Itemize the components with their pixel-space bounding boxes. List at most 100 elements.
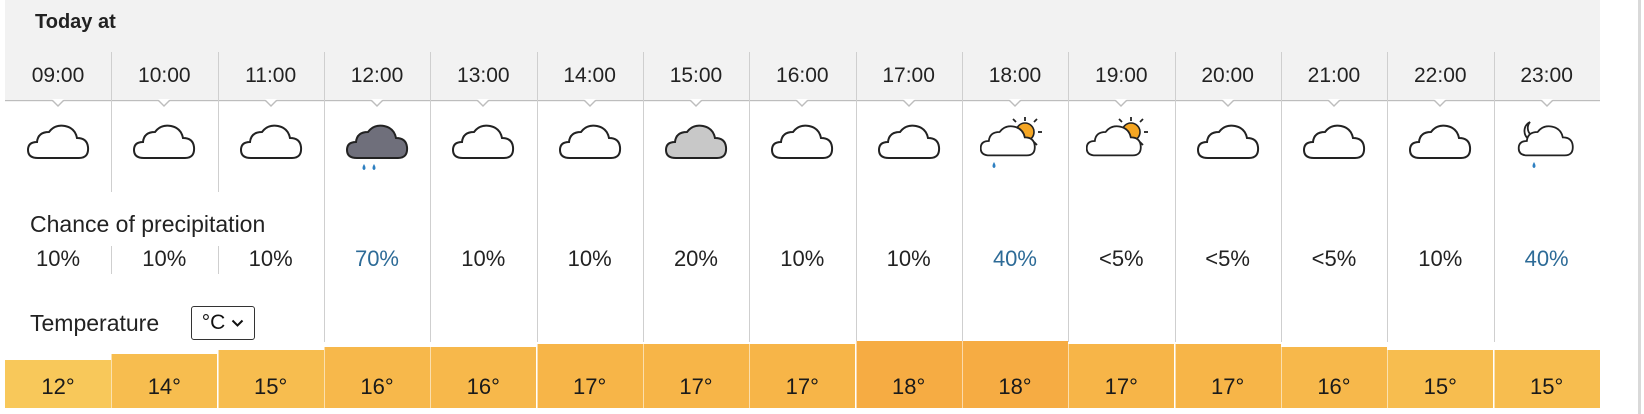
temperature-value: 15° — [1529, 374, 1564, 399]
cloud-icon — [236, 112, 306, 174]
temperature-bar: 14° — [111, 354, 218, 408]
temperature-value: 16° — [360, 374, 394, 399]
temperature-bar: 16° — [430, 347, 537, 408]
temperature-bar: 17° — [1174, 344, 1281, 408]
precipitation-value: 70% — [354, 246, 399, 271]
bar-divider — [1494, 350, 1495, 408]
precipitation-value: 40% — [1524, 246, 1569, 271]
precipitation-value: <5% — [1205, 246, 1250, 271]
temperature-value: 15° — [1423, 374, 1457, 399]
precipitation-value: 10% — [567, 246, 612, 271]
bar-divider — [1387, 350, 1388, 408]
bar-divider — [643, 344, 644, 408]
temperature-value: 14° — [147, 374, 181, 399]
column-divider — [537, 52, 538, 342]
today-at-label: Today at — [35, 11, 116, 33]
hourly-forecast-widget: Today at 09:00 10:00 11:00 12:00 13:00 14:00 1… — [5, 0, 1600, 408]
temperature-unit-select[interactable]: °C — [191, 306, 255, 340]
cloud-icon — [129, 112, 199, 174]
hour-tab[interactable]: 15:00 — [669, 64, 723, 87]
precipitation-value: 10% — [780, 246, 825, 271]
temperature-label: Temperature — [30, 310, 160, 336]
temperature-bar: 15° — [1387, 350, 1494, 408]
caret-down-icon — [689, 99, 704, 107]
hour-tab[interactable]: 12:00 — [350, 64, 404, 87]
cloud-icon — [1193, 112, 1263, 174]
temperature-bar: 15° — [217, 350, 324, 408]
hour-tab[interactable]: 11:00 — [245, 64, 297, 87]
caret-down-icon — [476, 99, 491, 107]
grey-cloud-icon — [661, 112, 731, 174]
cloud-icon — [555, 112, 625, 174]
column-divider — [1281, 52, 1282, 342]
temperature-value: 12° — [41, 374, 75, 399]
temperature-value: 18° — [891, 374, 926, 399]
scrollbar-track — [1600, 0, 1644, 414]
caret-down-icon — [1433, 99, 1448, 107]
hour-tab[interactable]: 16:00 — [776, 64, 829, 87]
bar-divider — [111, 354, 112, 408]
moon-cloud-shower-icon — [1512, 112, 1582, 174]
hour-tab[interactable]: 21:00 — [1307, 64, 1361, 87]
hour-tab[interactable]: 23:00 — [1520, 64, 1573, 87]
sun-cloud-shower-icon — [979, 112, 1050, 174]
cloud-icon — [448, 112, 518, 174]
precipitation-label: Chance of precipitation — [30, 211, 266, 237]
temperature-value: 16° — [1317, 374, 1351, 399]
bar-divider — [430, 347, 431, 408]
column-divider — [1068, 52, 1069, 342]
sun-cloud-icon — [1086, 112, 1156, 174]
caret-down-icon — [582, 99, 597, 107]
temperature-value: 16° — [466, 374, 500, 399]
column-divider — [218, 246, 219, 274]
bar-divider — [537, 344, 538, 408]
caret-down-icon — [1327, 99, 1342, 107]
temperature-value: 15° — [254, 374, 288, 399]
precipitation-value: <5% — [1098, 246, 1144, 271]
hour-tab[interactable]: 10:00 — [138, 64, 191, 87]
hour-tab[interactable]: 17:00 — [882, 64, 935, 87]
bar-divider — [1281, 347, 1282, 408]
temperature-unit-value: °C — [201, 311, 226, 334]
temperature-bar: 12° — [5, 360, 111, 408]
temperature-value: 17° — [1104, 374, 1138, 399]
cloud-icon — [23, 112, 93, 174]
hour-tab[interactable]: 14:00 — [563, 64, 616, 87]
bar-divider — [749, 344, 750, 408]
column-divider — [962, 52, 963, 342]
caret-down-icon — [795, 99, 810, 107]
temperature-value: 18° — [998, 374, 1032, 399]
caret-down-icon — [1008, 99, 1023, 107]
caret-down-icon — [1220, 99, 1235, 107]
temperature-bar: 16° — [323, 347, 430, 408]
hour-tab[interactable]: 20:00 — [1201, 64, 1254, 87]
caret-down-icon — [901, 99, 916, 107]
hour-tabs-row: 09:00 10:00 11:00 12:00 13:00 14:00 15:00 16:00… — [5, 50, 1600, 102]
hour-tab[interactable]: 09:00 — [31, 64, 85, 87]
hour-tab[interactable]: 19:00 — [1095, 64, 1148, 87]
bar-divider — [1175, 344, 1176, 408]
temperature-bar: 16° — [1280, 347, 1387, 408]
temperature-bar: 17° — [749, 344, 856, 408]
caret-down-icon — [51, 99, 66, 107]
column-divider — [749, 52, 750, 342]
hour-tab[interactable]: 13:00 — [457, 64, 510, 87]
temperature-bar: 15° — [1493, 350, 1600, 408]
precipitation-value: <5% — [1311, 246, 1357, 271]
hour-tab[interactable]: 18:00 — [988, 64, 1042, 87]
bar-divider — [856, 341, 857, 408]
precipitation-value: 10% — [142, 246, 187, 271]
bar-divider — [324, 347, 325, 408]
bar-divider — [962, 341, 963, 408]
cloud-icon — [1405, 112, 1475, 174]
scrollbar[interactable] — [1638, 0, 1641, 414]
temperature-bar: 17° — [1068, 344, 1175, 408]
column-divider — [1387, 52, 1388, 342]
caret-down-icon — [157, 99, 172, 107]
heavy-rain-cloud-icon — [342, 112, 412, 174]
column-divider — [111, 246, 112, 274]
precipitation-value: 10% — [461, 246, 506, 271]
temperature-bar: 17° — [536, 344, 643, 408]
column-divider — [218, 52, 219, 192]
hour-tab[interactable]: 22:00 — [1414, 64, 1467, 87]
